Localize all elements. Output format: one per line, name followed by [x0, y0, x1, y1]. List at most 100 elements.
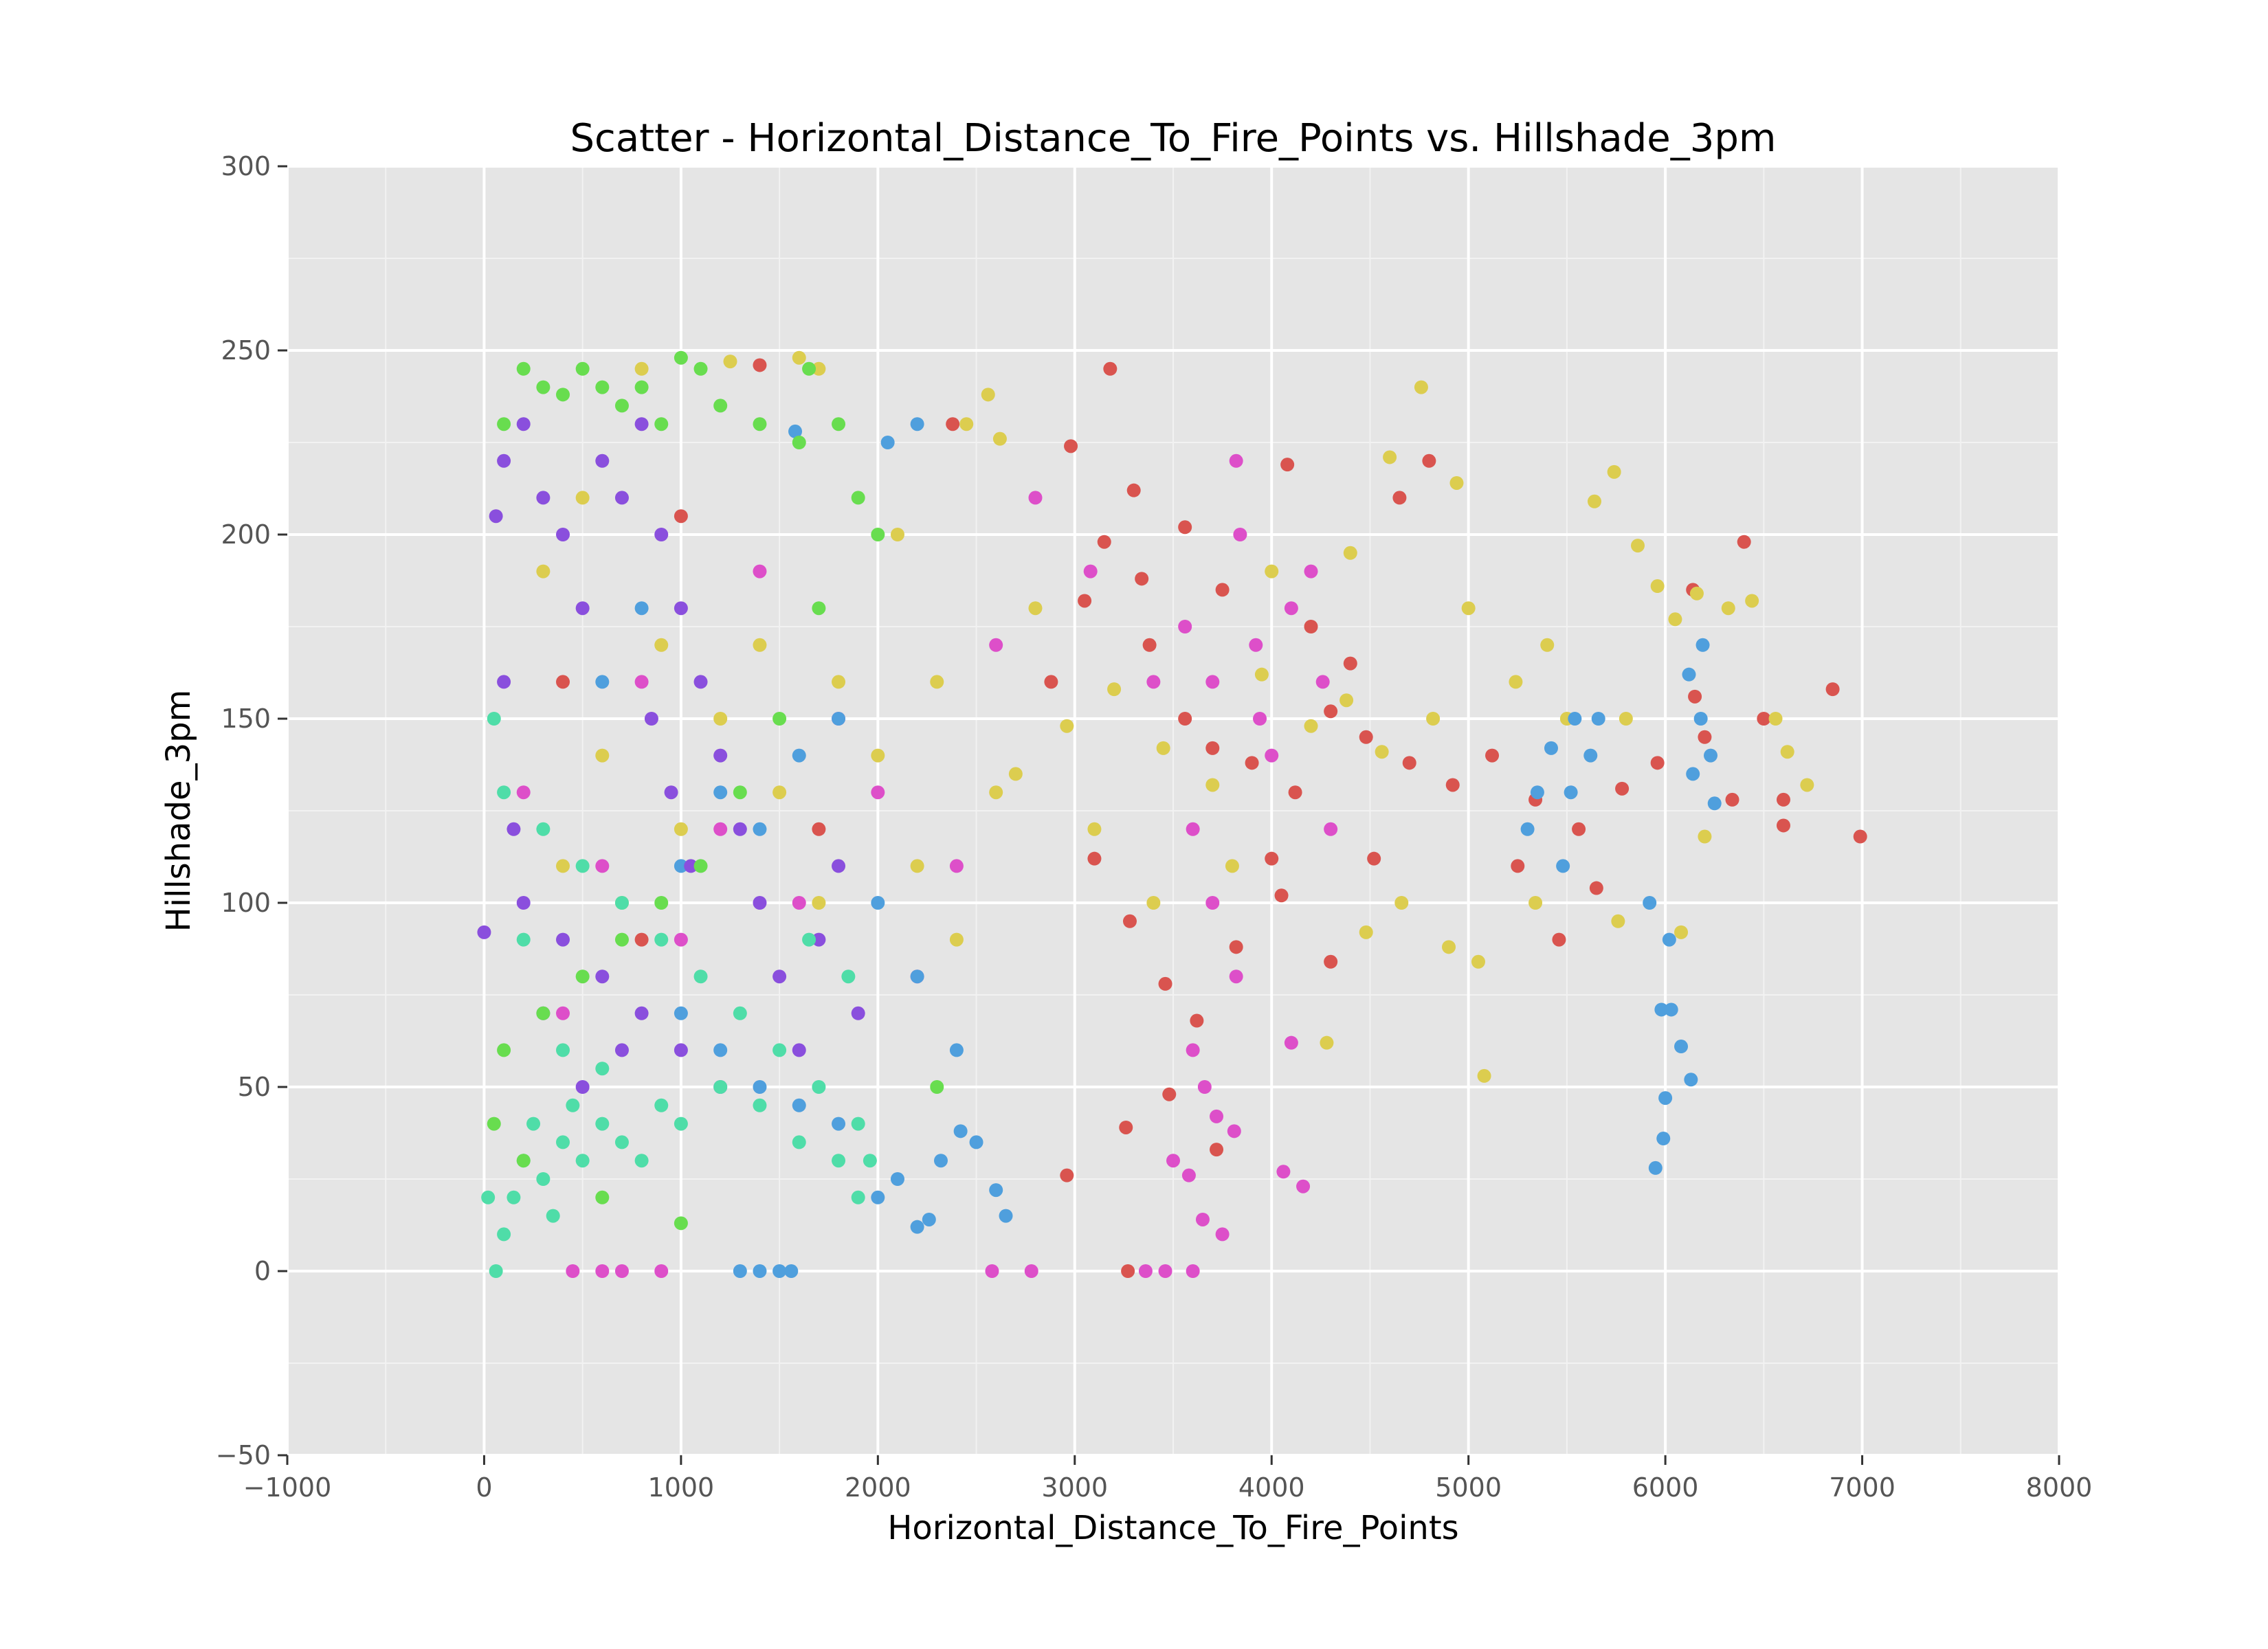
- scatter-point: [841, 969, 856, 984]
- scatter-point: [693, 675, 708, 689]
- scatter-point: [654, 638, 669, 652]
- scatter-point: [575, 859, 590, 873]
- scatter-point: [654, 1264, 669, 1278]
- scatter-point: [1126, 483, 1141, 497]
- scatter-point: [1485, 748, 1500, 763]
- scatter-point: [497, 1043, 511, 1057]
- scatter-point: [1707, 796, 1722, 811]
- scatter-point: [1158, 1264, 1172, 1278]
- scatter-point: [556, 1006, 570, 1020]
- scatter-point: [566, 1098, 580, 1112]
- scatter-point: [1540, 638, 1555, 652]
- scatter-point: [1103, 361, 1118, 376]
- scatter-point: [489, 1264, 503, 1278]
- scatter-point: [595, 1264, 610, 1278]
- scatter-point: [910, 859, 924, 873]
- scatter-point: [1265, 851, 1279, 866]
- scatter-point: [674, 822, 688, 836]
- scatter-point: [1229, 969, 1243, 984]
- scatter-point: [1060, 1168, 1074, 1182]
- scatter-point: [723, 355, 737, 369]
- minor-grid: [287, 166, 2059, 1455]
- chart-title: Scatter - Horizontal_Distance_To_Fire_Po…: [570, 116, 1777, 161]
- scatter-point: [1253, 712, 1267, 726]
- scatter-point: [1461, 601, 1476, 616]
- scatter-point: [566, 1264, 580, 1278]
- x-tick-label: 0: [476, 1472, 492, 1503]
- scatter-point: [654, 528, 669, 541]
- scatter-point: [1658, 1091, 1673, 1106]
- scatter-point: [1190, 1013, 1204, 1028]
- scatter-point: [1186, 1043, 1200, 1057]
- scatter-point: [753, 564, 767, 579]
- scatter-point: [1339, 693, 1354, 708]
- scatter-point: [654, 932, 669, 947]
- scatter-point: [595, 1190, 610, 1204]
- scatter-point: [575, 491, 590, 505]
- scatter-point: [1615, 781, 1630, 796]
- scatter-point: [1375, 745, 1389, 759]
- scatter-point: [1422, 453, 1436, 468]
- scatter-point: [614, 1043, 629, 1057]
- scatter-point: [556, 528, 570, 541]
- scatter-point: [989, 638, 1003, 652]
- scatter-point: [969, 1135, 983, 1149]
- scatter-point: [832, 712, 846, 726]
- x-tick-label: 4000: [1238, 1472, 1305, 1503]
- y-tick-label: 150: [221, 704, 271, 734]
- scatter-point: [1078, 594, 1092, 608]
- scatter-point: [1583, 748, 1598, 763]
- scatter-point: [674, 932, 688, 947]
- scatter-point: [674, 350, 688, 365]
- scatter-point: [1205, 778, 1220, 792]
- scatter-point: [1589, 881, 1603, 895]
- scatter-point: [1572, 822, 1586, 836]
- scatter-point: [1426, 712, 1441, 726]
- scatter-point: [1607, 464, 1621, 479]
- scatter-point: [753, 896, 767, 910]
- scatter-point: [812, 361, 826, 376]
- scatter-point: [1725, 792, 1739, 807]
- scatter-point: [546, 1209, 560, 1223]
- scatter-point: [1591, 712, 1605, 726]
- scatter-point: [863, 1154, 877, 1168]
- scatter-point: [1166, 1154, 1180, 1168]
- y-tick-label: 250: [221, 335, 271, 366]
- y-tick-label: 100: [221, 888, 271, 918]
- scatter-point: [595, 1117, 610, 1131]
- scatter-point: [1197, 1080, 1212, 1094]
- scatter-point: [1668, 612, 1682, 627]
- scatter-point: [788, 424, 803, 438]
- scatter-point: [516, 417, 531, 431]
- scatter-point: [1227, 1124, 1241, 1138]
- scatter-point: [575, 601, 590, 616]
- scatter-point: [1028, 491, 1043, 505]
- scatter-point: [832, 1117, 846, 1131]
- scatter-point: [930, 675, 944, 689]
- scatter-point: [516, 361, 531, 376]
- scatter-point: [1178, 520, 1192, 535]
- scatter-point: [871, 1190, 885, 1204]
- scatter-series: [481, 712, 877, 1278]
- scatter-point: [507, 1190, 521, 1204]
- data-points: [477, 350, 1867, 1278]
- scatter-point: [1343, 546, 1357, 560]
- scatter-point: [1229, 940, 1243, 954]
- scatter-point: [1650, 756, 1665, 770]
- scatter-point: [1135, 572, 1149, 586]
- scatter-point: [1682, 667, 1696, 682]
- scatter-point: [772, 1264, 787, 1278]
- scatter-point: [556, 1135, 570, 1149]
- scatter-point: [1245, 756, 1259, 770]
- scatter-point: [1097, 535, 1111, 549]
- scatter-point: [481, 1190, 496, 1204]
- scatter-point: [1215, 583, 1230, 597]
- scatter-point: [1324, 704, 1338, 719]
- scatter-point: [1745, 594, 1759, 608]
- scatter-point: [516, 1154, 531, 1168]
- scatter-point: [1530, 785, 1544, 800]
- scatter-point: [1737, 535, 1751, 549]
- scatter-point: [851, 1117, 865, 1131]
- scatter-point: [575, 1080, 590, 1094]
- scatter-point: [1162, 1087, 1177, 1101]
